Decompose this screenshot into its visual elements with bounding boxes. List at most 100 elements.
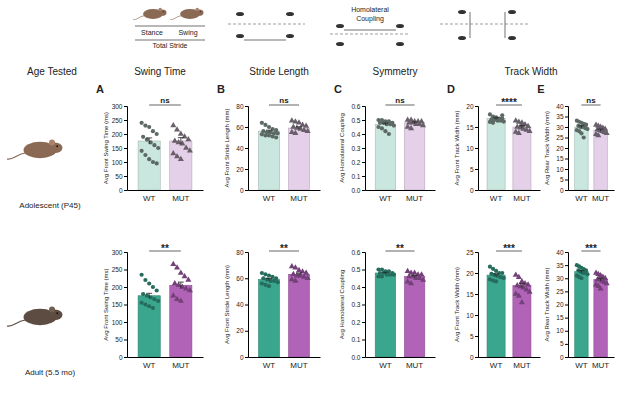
y-tick: 40 <box>236 301 248 308</box>
y-tick: 60 <box>236 124 248 131</box>
x-tick-label: MUT <box>513 194 530 203</box>
chart: 0510152025WTMUTAvg Front Track Width (mm… <box>454 243 541 370</box>
data-point <box>263 283 267 287</box>
data-point <box>274 135 278 139</box>
y-tick-label: 20 <box>556 301 564 308</box>
error-bar <box>598 278 604 281</box>
y-tick-label: 0.4 <box>351 131 360 138</box>
data-point <box>147 157 151 161</box>
x-axis: WT MUT <box>479 357 541 370</box>
data-point <box>156 146 160 150</box>
x-tick-label: MUT <box>406 194 423 203</box>
y-tick-mark <box>362 148 365 149</box>
error-cap <box>519 283 525 284</box>
x-axis-line <box>479 357 541 358</box>
y-tick-mark <box>124 305 127 306</box>
y-tick-label: 0 <box>560 354 564 361</box>
y-tick-mark <box>565 318 568 319</box>
y-tick: 0 <box>470 354 478 361</box>
data-point <box>140 301 144 305</box>
y-axis-line <box>475 107 479 191</box>
data-point <box>170 292 176 297</box>
mouse-tail <box>133 16 144 20</box>
error-bar <box>493 118 499 120</box>
y-tick-mark <box>565 344 568 345</box>
error-bar <box>146 138 152 144</box>
y-tick: 20 <box>556 145 568 152</box>
mouse-tail <box>7 320 25 326</box>
x-tick: MUT <box>172 190 189 203</box>
y-tick-mark <box>362 305 365 306</box>
error-cap <box>578 270 584 271</box>
data-point <box>595 132 601 137</box>
y-axis-title: Avg Homolateral Coupling <box>339 270 345 340</box>
x-tick-label: MUT <box>592 194 609 203</box>
data-point <box>579 276 583 280</box>
y-tick: 40 <box>556 249 568 256</box>
x-tick: MUT <box>513 357 530 370</box>
error-cap <box>382 272 388 273</box>
data-point <box>494 279 498 283</box>
y-tick: 100 <box>112 159 127 166</box>
y-tick-label: 0.2 <box>351 159 360 166</box>
chart: 0510152025303540WTMUTAvg Rear Track Widt… <box>544 96 615 203</box>
x-tick-label: WT <box>575 194 588 203</box>
error-bar <box>412 122 418 124</box>
y-tick-label: 10 <box>556 166 564 173</box>
y-tick-label: 0 <box>119 354 123 361</box>
data-point <box>392 124 396 128</box>
y-tick-label: 0.5 <box>351 117 360 124</box>
plot-area <box>259 263 311 357</box>
error-cap <box>296 126 302 127</box>
x-tick: MUT <box>513 190 530 203</box>
data-point <box>263 123 267 127</box>
paw-print <box>236 34 244 38</box>
data-point <box>519 121 525 126</box>
paw-print <box>336 42 344 46</box>
y-tick-mark <box>475 273 478 274</box>
significance-label: *** <box>503 243 515 254</box>
significance-label: *** <box>585 243 597 254</box>
y-axis-title: Avg Front Swing Time (ms) <box>103 112 109 184</box>
plot-area <box>575 119 610 190</box>
bar <box>404 123 424 190</box>
schematic-label: Homolateral <box>351 6 389 13</box>
y-tick-label: 20 <box>466 103 474 110</box>
x-axis: WT MUT <box>479 190 541 203</box>
mouse-eye <box>200 11 201 12</box>
data-point <box>155 161 159 165</box>
y-tick-label: 35 <box>556 262 564 269</box>
error-cap <box>519 125 525 126</box>
data-point <box>387 132 391 136</box>
y-tick-mark <box>565 305 568 306</box>
error-bar <box>412 275 418 277</box>
chart: 020406080WTMUTAvg Front Stride Length (m… <box>224 243 321 370</box>
data-point <box>260 281 264 285</box>
y-axis-title: Avg Front Swing Time (ms) <box>103 268 109 340</box>
y-tick-mark <box>475 106 478 107</box>
x-tick: WT <box>263 357 276 370</box>
y-tick: 20 <box>556 301 568 308</box>
schematic-label: Coupling <box>356 15 384 23</box>
y-axis-line <box>124 253 128 358</box>
y-tick: 35 <box>556 262 568 269</box>
x-tick: MUT <box>290 357 307 370</box>
x-tick: WT <box>490 357 503 370</box>
bar <box>259 280 280 357</box>
y-tick-label: 0.6 <box>351 103 360 110</box>
y-tick-label: 300 <box>112 249 123 256</box>
y-tick-label: 20 <box>556 145 564 152</box>
data-point <box>380 274 384 278</box>
midline <box>330 34 410 35</box>
x-axis: WTMUT <box>569 357 615 370</box>
significance-label: ** <box>161 243 169 254</box>
chart: 0510152025303540WTMUTAvg Rear Track Widt… <box>544 243 615 370</box>
x-tick-label: WT <box>490 194 503 203</box>
y-tick-mark <box>245 190 248 191</box>
mouse-eye <box>163 11 164 12</box>
x-axis: WT MUT <box>249 357 321 370</box>
data-point <box>152 297 156 301</box>
data-point <box>143 302 147 306</box>
bar <box>259 131 280 190</box>
bar <box>487 119 505 190</box>
